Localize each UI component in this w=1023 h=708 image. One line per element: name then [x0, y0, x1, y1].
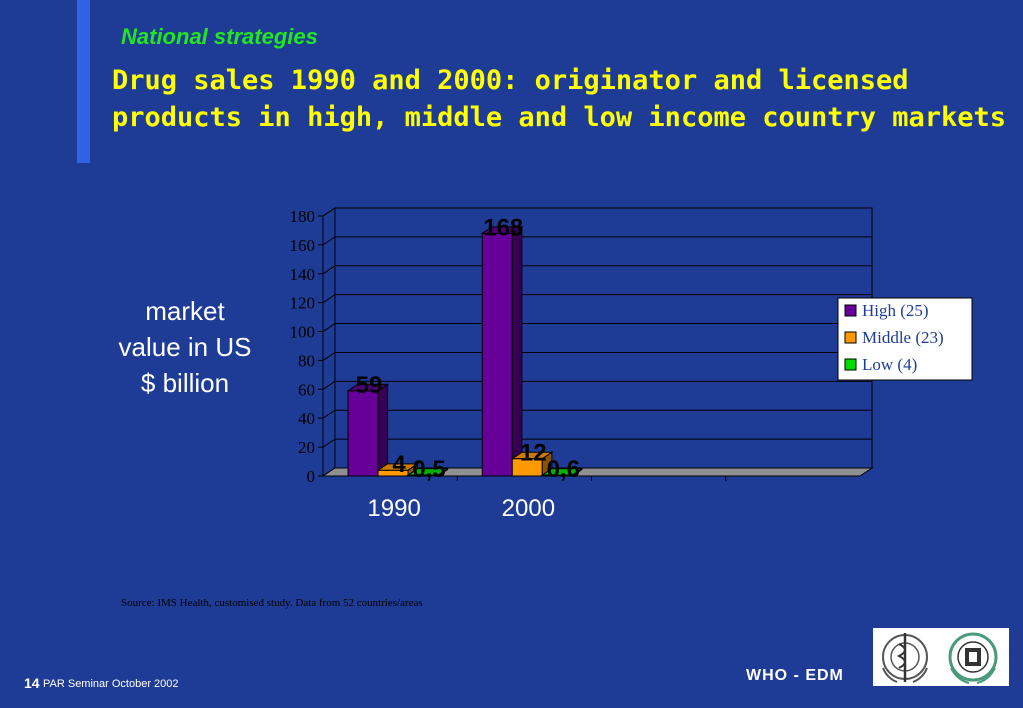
- bar-top-0-1: [376, 463, 420, 471]
- gridline: [322, 438, 872, 448]
- y-axis-label-line-3: $ billion: [140, 368, 230, 398]
- gridline: [322, 207, 872, 217]
- footer-org: WHO - EDM: [746, 667, 844, 684]
- gridline: [322, 409, 872, 419]
- data-label: 12: [520, 440, 547, 467]
- data-label: 4: [392, 451, 406, 478]
- title-line-2: products in high, middle and low income …: [112, 102, 1007, 133]
- y-tick-label: 140: [290, 265, 316, 284]
- gridline: [322, 351, 872, 361]
- y-tick-label: 80: [298, 351, 315, 370]
- bar-top-1-2: [540, 468, 584, 476]
- y-tick-label: 120: [290, 294, 316, 313]
- y-tick-label: 100: [290, 323, 316, 342]
- data-label: 168: [483, 214, 523, 241]
- logos: [882, 632, 998, 684]
- gridline: [322, 265, 872, 275]
- gridline: [322, 323, 872, 332]
- bar-top-0-0: [346, 383, 390, 392]
- y-tick-label: 20: [298, 438, 315, 457]
- legend-swatch-0: [844, 304, 857, 317]
- bar-side-1-0: [511, 225, 523, 477]
- page-number: 14: [24, 675, 40, 691]
- y-axis-label: market value in US $ billion: [95, 293, 275, 401]
- y-axis-label-line-1: market: [145, 296, 225, 326]
- data-label: 59: [356, 372, 383, 399]
- bar-top-0-2: [406, 468, 450, 476]
- gridline: [322, 236, 872, 246]
- bar-top-1-1: [510, 451, 554, 460]
- data-label: 0,5: [412, 456, 445, 483]
- legend-label: Middle (23): [862, 328, 944, 347]
- legend-label: High (25): [862, 301, 929, 320]
- who-logo-icon: [882, 633, 928, 683]
- y-tick-label: 180: [290, 207, 316, 226]
- y-tick-label: 40: [298, 409, 315, 428]
- gridline: [322, 294, 872, 304]
- accent-bar: [77, 0, 90, 163]
- bar-0-0: [347, 390, 379, 477]
- title-line-1: Drug sales 1990 and 2000: originator and…: [112, 65, 909, 96]
- data-label: 0,6: [547, 456, 580, 483]
- y-tick-label: 0: [307, 467, 316, 486]
- plot-side-wall: [322, 207, 336, 477]
- edm-logo-icon: [948, 632, 998, 684]
- plot-back-wall: [334, 207, 873, 469]
- y-axis-label-line-2: value in US: [118, 332, 252, 362]
- legend-swatch-2: [844, 358, 857, 371]
- footer-text: PAR Seminar October 2002: [43, 678, 179, 690]
- source-note: Source: IMS Health, customised study. Da…: [121, 597, 423, 609]
- x-tick-label: 1990: [367, 495, 420, 522]
- y-tick-label: 60: [298, 380, 315, 399]
- legend-swatch-1: [844, 331, 857, 344]
- bar-top-1-0: [480, 226, 524, 234]
- section-heading: National strategies: [121, 24, 318, 49]
- legend-box: [837, 297, 973, 381]
- y-tick-label: 160: [290, 236, 316, 255]
- logos-panel: [873, 628, 1009, 686]
- slide-title: Drug sales 1990 and 2000: originator and…: [112, 62, 1012, 136]
- gridline: [322, 380, 872, 390]
- bar-1-0: [481, 232, 513, 477]
- legend-label: Low (4): [862, 355, 917, 374]
- x-tick-label: 2000: [502, 495, 555, 522]
